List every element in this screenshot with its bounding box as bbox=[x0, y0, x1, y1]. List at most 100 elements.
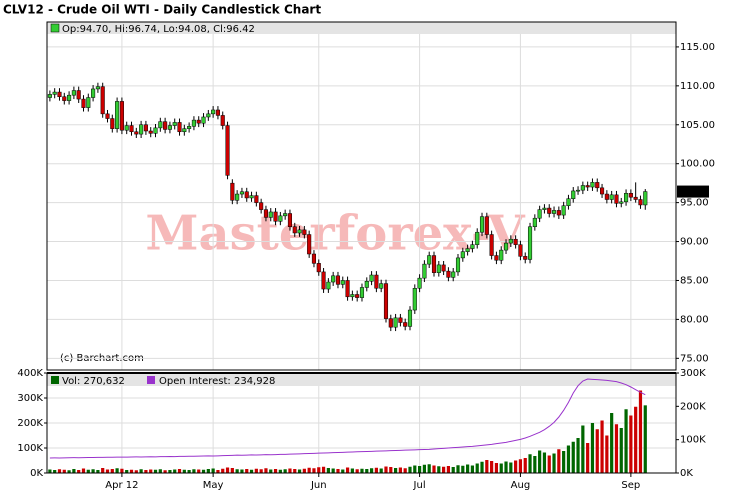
x-tick-label: Sep bbox=[621, 480, 640, 491]
volume-bar bbox=[590, 423, 595, 473]
candle-body bbox=[86, 97, 91, 108]
volume-bar bbox=[331, 468, 335, 473]
volume-bar bbox=[105, 469, 110, 473]
oi-tick-label: 0K bbox=[680, 468, 693, 479]
candle-body bbox=[383, 283, 389, 319]
volume-bar bbox=[293, 469, 297, 473]
candle-body bbox=[71, 90, 76, 96]
candle-body bbox=[523, 256, 528, 260]
candle-body bbox=[542, 207, 547, 210]
candle-body bbox=[503, 242, 509, 251]
candle-body bbox=[163, 121, 168, 130]
y-tick-label: 75.00 bbox=[680, 353, 709, 364]
candle-body bbox=[484, 216, 489, 235]
volume-tick-label: 100K bbox=[17, 443, 43, 454]
volume-bar bbox=[201, 469, 206, 473]
candle-body bbox=[76, 90, 81, 100]
volume-bar bbox=[283, 469, 287, 473]
volume-bar bbox=[624, 409, 628, 473]
volume-bar bbox=[470, 465, 475, 473]
candle-body bbox=[211, 109, 216, 115]
candle-body bbox=[446, 270, 451, 278]
volume-bar bbox=[96, 470, 100, 473]
volume-tick-label: 400K bbox=[17, 368, 43, 379]
volume-bar bbox=[614, 424, 619, 473]
volume-bar bbox=[494, 463, 499, 473]
candle-body bbox=[316, 263, 321, 273]
volume-bar bbox=[629, 415, 633, 473]
candle-body bbox=[292, 226, 297, 234]
volume-bar bbox=[278, 469, 282, 473]
volume-bar bbox=[245, 469, 249, 473]
volume-bar bbox=[192, 469, 196, 473]
volume-bar bbox=[221, 468, 225, 473]
plot-layer: Apr 12 May Jun Jul Aug Sep 75.00 80.00 85.00 90.0… bbox=[17, 21, 715, 491]
legend-swatch bbox=[51, 376, 59, 384]
volume-bar bbox=[538, 450, 542, 473]
candle-body bbox=[475, 231, 480, 245]
candle-body bbox=[455, 257, 461, 273]
candle-body bbox=[182, 128, 187, 133]
volume-bar bbox=[509, 462, 513, 473]
candle-body bbox=[177, 122, 182, 133]
candle-body bbox=[249, 195, 254, 199]
volume-bar bbox=[312, 468, 316, 473]
ohlc-legend: Op:94.70, Hi:96.74, Lo:94.08, Cl:96.42 bbox=[62, 24, 255, 35]
candle-body bbox=[643, 191, 648, 206]
x-tick-label: Jun bbox=[310, 480, 327, 491]
volume-bar bbox=[413, 465, 417, 473]
volume-bar bbox=[129, 469, 134, 473]
last-price-box bbox=[677, 185, 709, 198]
volume-bar bbox=[528, 454, 532, 473]
y-tick-label: 110.00 bbox=[680, 81, 715, 92]
volume-bar bbox=[466, 464, 470, 473]
volume-bar bbox=[461, 465, 465, 473]
volume-bar bbox=[485, 460, 489, 473]
volume-bar bbox=[384, 466, 388, 473]
volume-bar bbox=[446, 466, 451, 473]
chart-title: CLV12 - Crude Oil WTI - Daily Candlestic… bbox=[3, 3, 321, 17]
candle-body bbox=[239, 191, 244, 195]
candle-body bbox=[566, 198, 571, 206]
candle-body bbox=[412, 288, 417, 311]
volume-bar bbox=[542, 452, 547, 473]
x-tick-label: Apr 12 bbox=[105, 480, 138, 491]
candle-body bbox=[532, 217, 537, 228]
volume-bar bbox=[341, 469, 345, 473]
candle-body bbox=[556, 210, 561, 216]
candle-body bbox=[355, 294, 360, 298]
candle-body bbox=[518, 244, 523, 257]
y-tick-label: 90.00 bbox=[680, 237, 709, 248]
volume-bar bbox=[101, 468, 105, 473]
candle-body bbox=[307, 234, 312, 255]
volume-bar bbox=[149, 469, 153, 473]
open-interest-line bbox=[49, 378, 646, 459]
volume-bar bbox=[442, 466, 446, 473]
candle-body bbox=[196, 119, 201, 124]
volume-bar bbox=[360, 468, 364, 473]
candle-body bbox=[561, 205, 566, 216]
volume-bar bbox=[547, 455, 551, 473]
volume-bar bbox=[62, 469, 66, 473]
volume-bar bbox=[634, 406, 638, 473]
volume-bar bbox=[393, 468, 398, 473]
candle-body bbox=[62, 96, 67, 101]
volume-bar bbox=[197, 469, 201, 473]
volume-bar bbox=[86, 469, 90, 473]
candle-body bbox=[527, 226, 533, 260]
volume-bar bbox=[355, 469, 359, 473]
volume-bar bbox=[504, 461, 508, 473]
watermark: Masterforex-V bbox=[145, 206, 525, 262]
candle-body bbox=[451, 271, 456, 278]
x-tick-label: Aug bbox=[511, 480, 531, 491]
candle-body bbox=[115, 101, 120, 129]
volume-bar bbox=[427, 464, 431, 473]
volume-bar bbox=[249, 469, 254, 473]
volume-bar bbox=[638, 390, 643, 473]
y-tick-label: 80.00 bbox=[680, 314, 709, 325]
candle-body bbox=[263, 209, 268, 218]
candle-body bbox=[470, 244, 475, 249]
candle-body bbox=[143, 124, 148, 132]
volume-bar bbox=[53, 470, 57, 473]
candle-body bbox=[124, 125, 129, 131]
